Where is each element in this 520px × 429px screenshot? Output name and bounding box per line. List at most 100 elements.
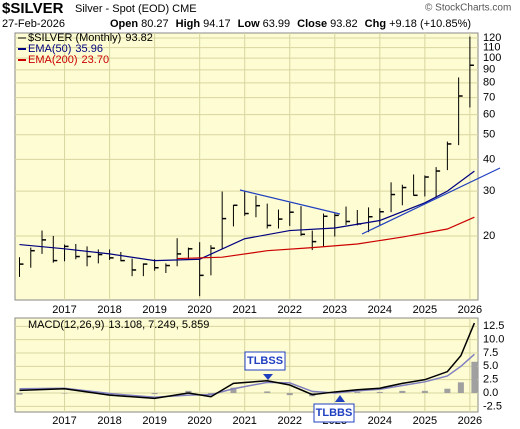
histogram-bar [354,391,361,394]
price-bar [142,263,148,277]
y-tick-label: 100 [483,52,501,64]
price-bar [390,182,396,213]
legend-entry: $SILVER (Monthly) 93.82 [28,32,153,44]
y-tick-label: 60 [483,109,495,121]
legend-entry: MACD(12,26,9) 13.108, 7.249, 5.859 [28,319,209,331]
legend-text: EMA(50) [28,43,71,55]
price-bar [187,247,193,260]
price-bar [64,244,69,262]
arrow [263,374,273,380]
quote-value: 93.82 [330,18,358,30]
price-bar [41,230,47,254]
x-tick-label: 2019 [142,415,166,427]
quote-label: Low [238,18,260,30]
price-bar [345,206,351,225]
quote-label: Open [110,18,138,30]
price-bar [86,246,92,267]
price-bar [131,258,137,277]
y-tick-label: 40 [483,153,495,165]
y-tick-label: 50 [483,129,495,141]
legend-text: 35.96 [75,43,103,55]
price-bar [120,251,125,262]
quote-value: 63.99 [263,18,291,30]
trendline [361,167,501,235]
price-bar [109,249,114,260]
price-bar [469,36,474,108]
annotation: TLBSS [247,355,283,367]
price-bar [221,191,227,249]
x-tick-label: 2021 [232,304,256,316]
histogram-bar [471,361,478,394]
price-panel [14,32,479,301]
annotation-box [313,403,355,423]
price-bar [176,238,182,267]
y-tick-label: 90 [483,64,495,76]
y-tick-label: 12.5 [483,320,504,332]
histogram-bar [61,393,68,394]
price-bar [413,174,418,197]
ema-line [19,170,475,262]
x-tick-label: 2019 [142,304,166,316]
x-tick-label: 2020 [187,304,211,316]
x-tick-label: 2024 [368,304,392,316]
legend-text: 93.82 [125,32,153,44]
x-tick-label: 2017 [52,415,76,427]
y-tick-label: 110 [483,42,501,54]
price-bar [435,167,441,198]
quote-label: Chg [365,18,386,30]
x-tick-label: 2025 [413,415,437,427]
x-tick-label: 2026 [458,304,482,316]
legend-text: 23.70 [82,54,110,66]
chart-title: $SILVER [2,0,64,17]
legend-text: $SILVER (Monthly) [28,32,121,44]
quote-label: High [176,18,201,30]
price-bar [210,245,215,276]
legend-text: 13.108, 7.249, 5.859 [108,319,209,331]
quote-value: 94.17 [203,18,231,30]
price-bar [199,242,204,297]
annotation-box [244,351,286,371]
x-tick-label: 2021 [232,415,256,427]
chart-subtitle: Silver - Spot (EOD) CME [75,3,197,15]
x-tick-label: 2026 [458,415,482,427]
y-tick-label: 2.5 [483,374,498,386]
x-tick-label: 2020 [187,415,211,427]
histogram-bar [230,387,237,394]
histogram-bar [286,393,293,396]
price-bar [323,213,328,247]
x-tick-label: 2024 [368,415,392,427]
x-tick-label: 2022 [277,415,301,427]
price-bar [232,204,238,227]
price-bar [334,213,339,237]
x-tick-label: 2017 [52,304,76,316]
price-bar [266,203,272,229]
price-bar [19,257,24,277]
x-tick-label: 2018 [97,304,121,316]
price-bar [289,202,294,226]
y-tick-label: 5.0 [483,360,498,372]
price-bar [446,141,452,171]
histogram-bar [421,390,428,394]
x-tick-label: 2025 [413,304,437,316]
quote-label: Close [297,18,327,30]
y-tick-label: -2.5 [483,400,502,412]
price-bar [255,195,260,218]
x-tick-label: 2018 [97,415,121,427]
x-tick-label: 2022 [277,304,301,316]
y-tick-label: 10.0 [483,334,504,346]
price-bar [458,77,463,146]
annotation: TLBBS [316,407,353,419]
y-tick-label: 0.0 [483,387,498,399]
histogram-bar [444,388,451,394]
histogram-bar [264,391,271,394]
legend-entry: EMA(50) 35.96 [28,43,103,55]
date: 27-Feb-2026 [2,18,65,30]
legend-entry: EMA(200) 23.70 [28,54,109,66]
quote-value: +9.18 (+10.85%) [389,18,471,30]
price-bar [244,190,249,216]
price-bar [368,207,373,233]
price-bar [97,249,103,264]
histogram-bar [399,390,406,394]
legend-text: EMA(200) [28,54,78,66]
